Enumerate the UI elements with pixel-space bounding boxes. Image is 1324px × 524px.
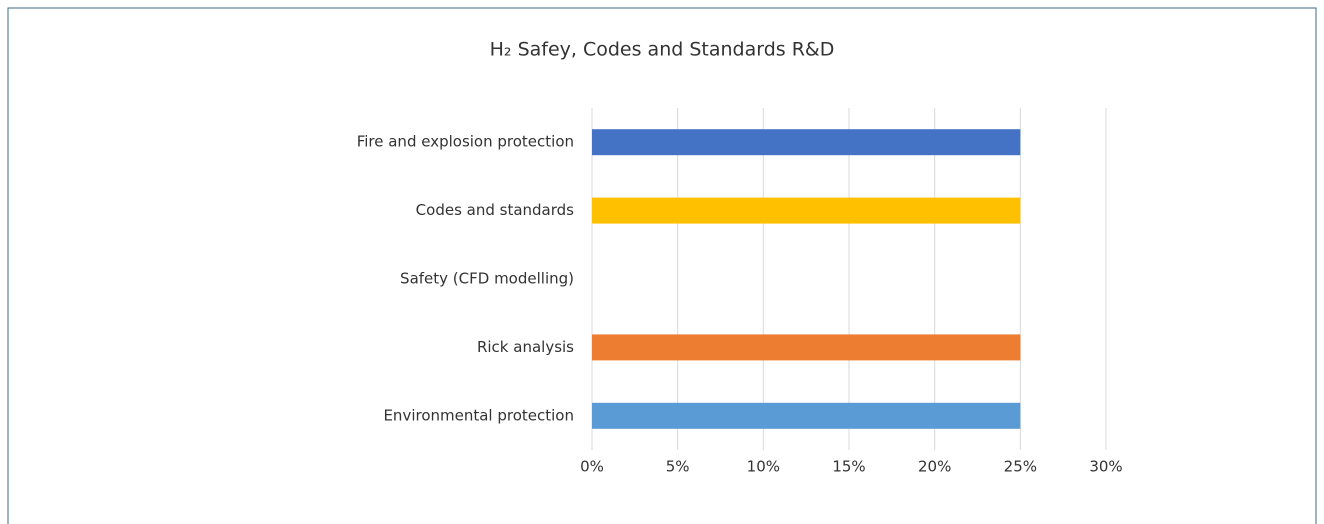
bar: [592, 129, 1021, 156]
x-tick-label: 25%: [1004, 458, 1037, 476]
x-tick-label: 0%: [580, 458, 604, 476]
bar: [592, 402, 1021, 429]
x-tick-label: 15%: [832, 458, 865, 476]
chart-title: H₂ Safey, Codes and Standards R&D: [490, 39, 835, 61]
y-tick-label: Rick analysis: [477, 338, 574, 356]
y-tick-label: Codes and standards: [416, 201, 575, 219]
x-tick-label: 20%: [918, 458, 951, 476]
x-tick-label: 5%: [666, 458, 690, 476]
y-tick-label: Safety (CFD modelling): [400, 270, 574, 288]
y-tick-label: Environmental protection: [383, 406, 574, 424]
bar: [592, 334, 1021, 361]
frame: [7, 7, 1317, 524]
bar: [592, 197, 1021, 224]
x-tick-label: 30%: [1089, 458, 1122, 476]
x-tick-label: 10%: [747, 458, 780, 476]
y-tick-label: Fire and explosion protection: [357, 133, 574, 151]
